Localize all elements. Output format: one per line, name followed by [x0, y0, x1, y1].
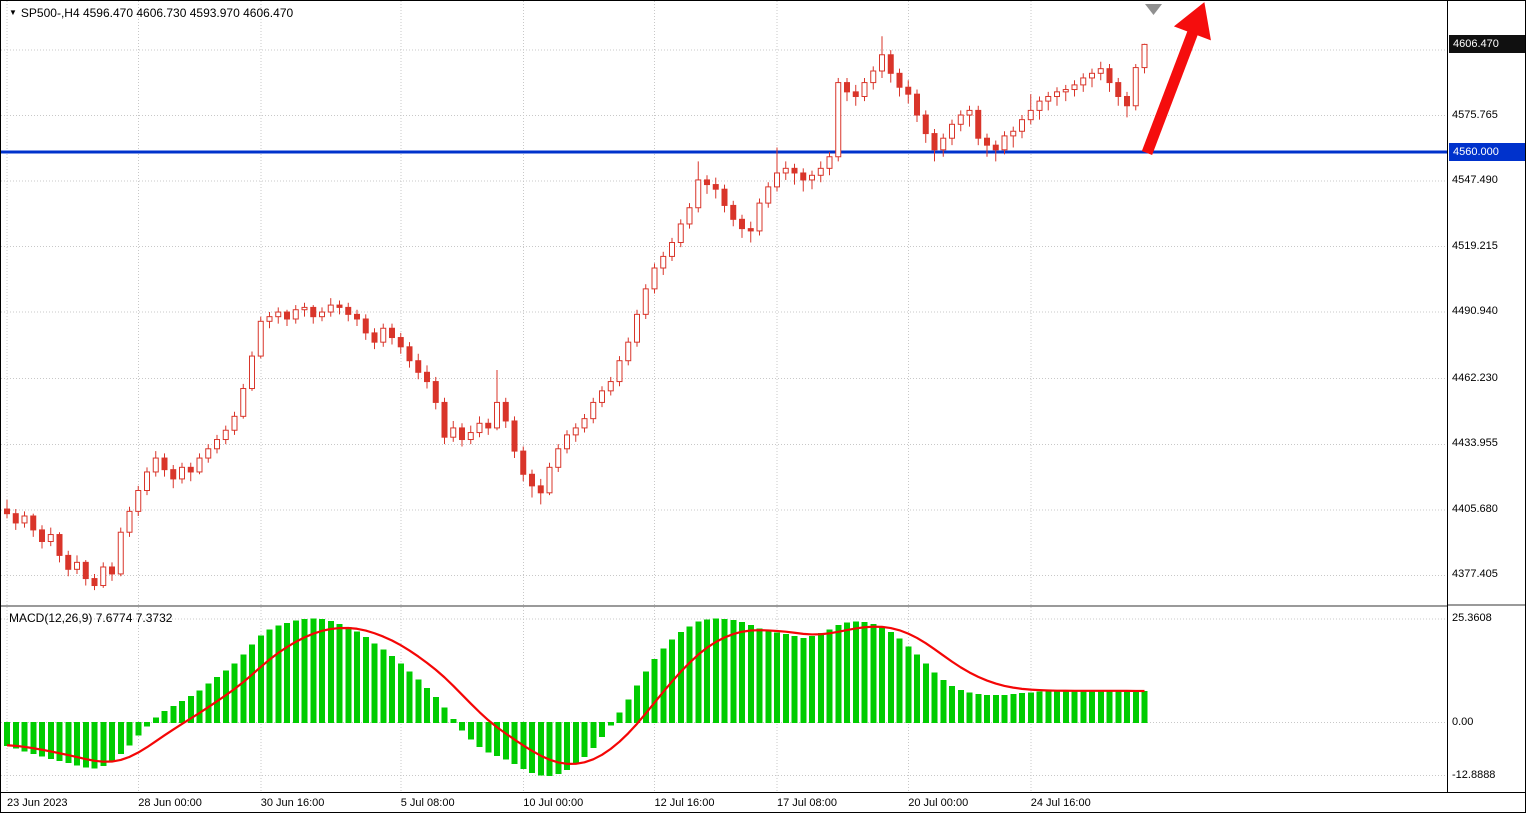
chevron-down-icon[interactable]: ▼: [9, 8, 17, 17]
time-tick-label: 23 Jun 2023: [7, 797, 68, 809]
price-axis[interactable]: 4606.470 4560.000 4575.765 4547.490 4519.2…: [1447, 1, 1525, 792]
macd-pane-svg[interactable]: [1, 607, 1447, 792]
price-tick-label: 4462.230: [1452, 371, 1498, 384]
macd-indicator-label: MACD(12,26,9) 7.6774 7.3732: [9, 611, 173, 625]
macd-tick-label: 0.00: [1452, 715, 1474, 728]
time-tick-label: 28 Jun 00:00: [138, 797, 202, 809]
macd-tick-label: 25.3608: [1452, 611, 1492, 624]
macd-signal-line: [6, 625, 1145, 765]
time-axis[interactable]: 23 Jun 2023 28 Jun 00:00 30 Jun 16:00 5 Jul…: [1, 792, 1525, 812]
price-tick-label: 4547.490: [1452, 174, 1498, 187]
price-tick-label: 4405.680: [1452, 502, 1498, 515]
hline-price-tag: 4560.000: [1449, 143, 1525, 162]
price-tick-label: 4575.765: [1452, 108, 1498, 121]
macd-tick-label: -12.8888: [1452, 768, 1496, 781]
time-tick-label: 30 Jun 16:00: [260, 797, 325, 809]
current-price-tag: 4606.470: [1449, 35, 1525, 54]
price-tick-label: 4490.940: [1452, 305, 1498, 318]
time-tick-label: 24 Jul 16:00: [1030, 797, 1091, 809]
time-tick-label: 17 Jul 08:00: [777, 797, 837, 809]
time-tick-label: 20 Jul 00:00: [908, 797, 969, 809]
time-tick-label: 5 Jul 08:00: [400, 797, 455, 809]
time-tick-label: 12 Jul 16:00: [654, 797, 715, 809]
symbol-info: ▼ SP500-,H4 4596.470 4606.730 4593.970 46…: [9, 6, 293, 20]
price-tick-label: 4519.215: [1452, 239, 1498, 252]
pane-divider: [1448, 604, 1525, 606]
price-tick-label: 4377.405: [1452, 568, 1498, 581]
price-pane[interactable]: ▼ SP500-,H4 4596.470 4606.730 4593.970 46…: [1, 1, 1447, 605]
time-tick-label: 10 Jul 00:00: [523, 797, 584, 809]
price-pane-svg[interactable]: [1, 1, 1447, 605]
price-tick-label: 4433.955: [1452, 437, 1498, 450]
symbol-ohlc-text: SP500-,H4 4596.470 4606.730 4593.970 460…: [20, 6, 294, 20]
macd-pane[interactable]: MACD(12,26,9) 7.6774 7.3732: [1, 605, 1447, 792]
